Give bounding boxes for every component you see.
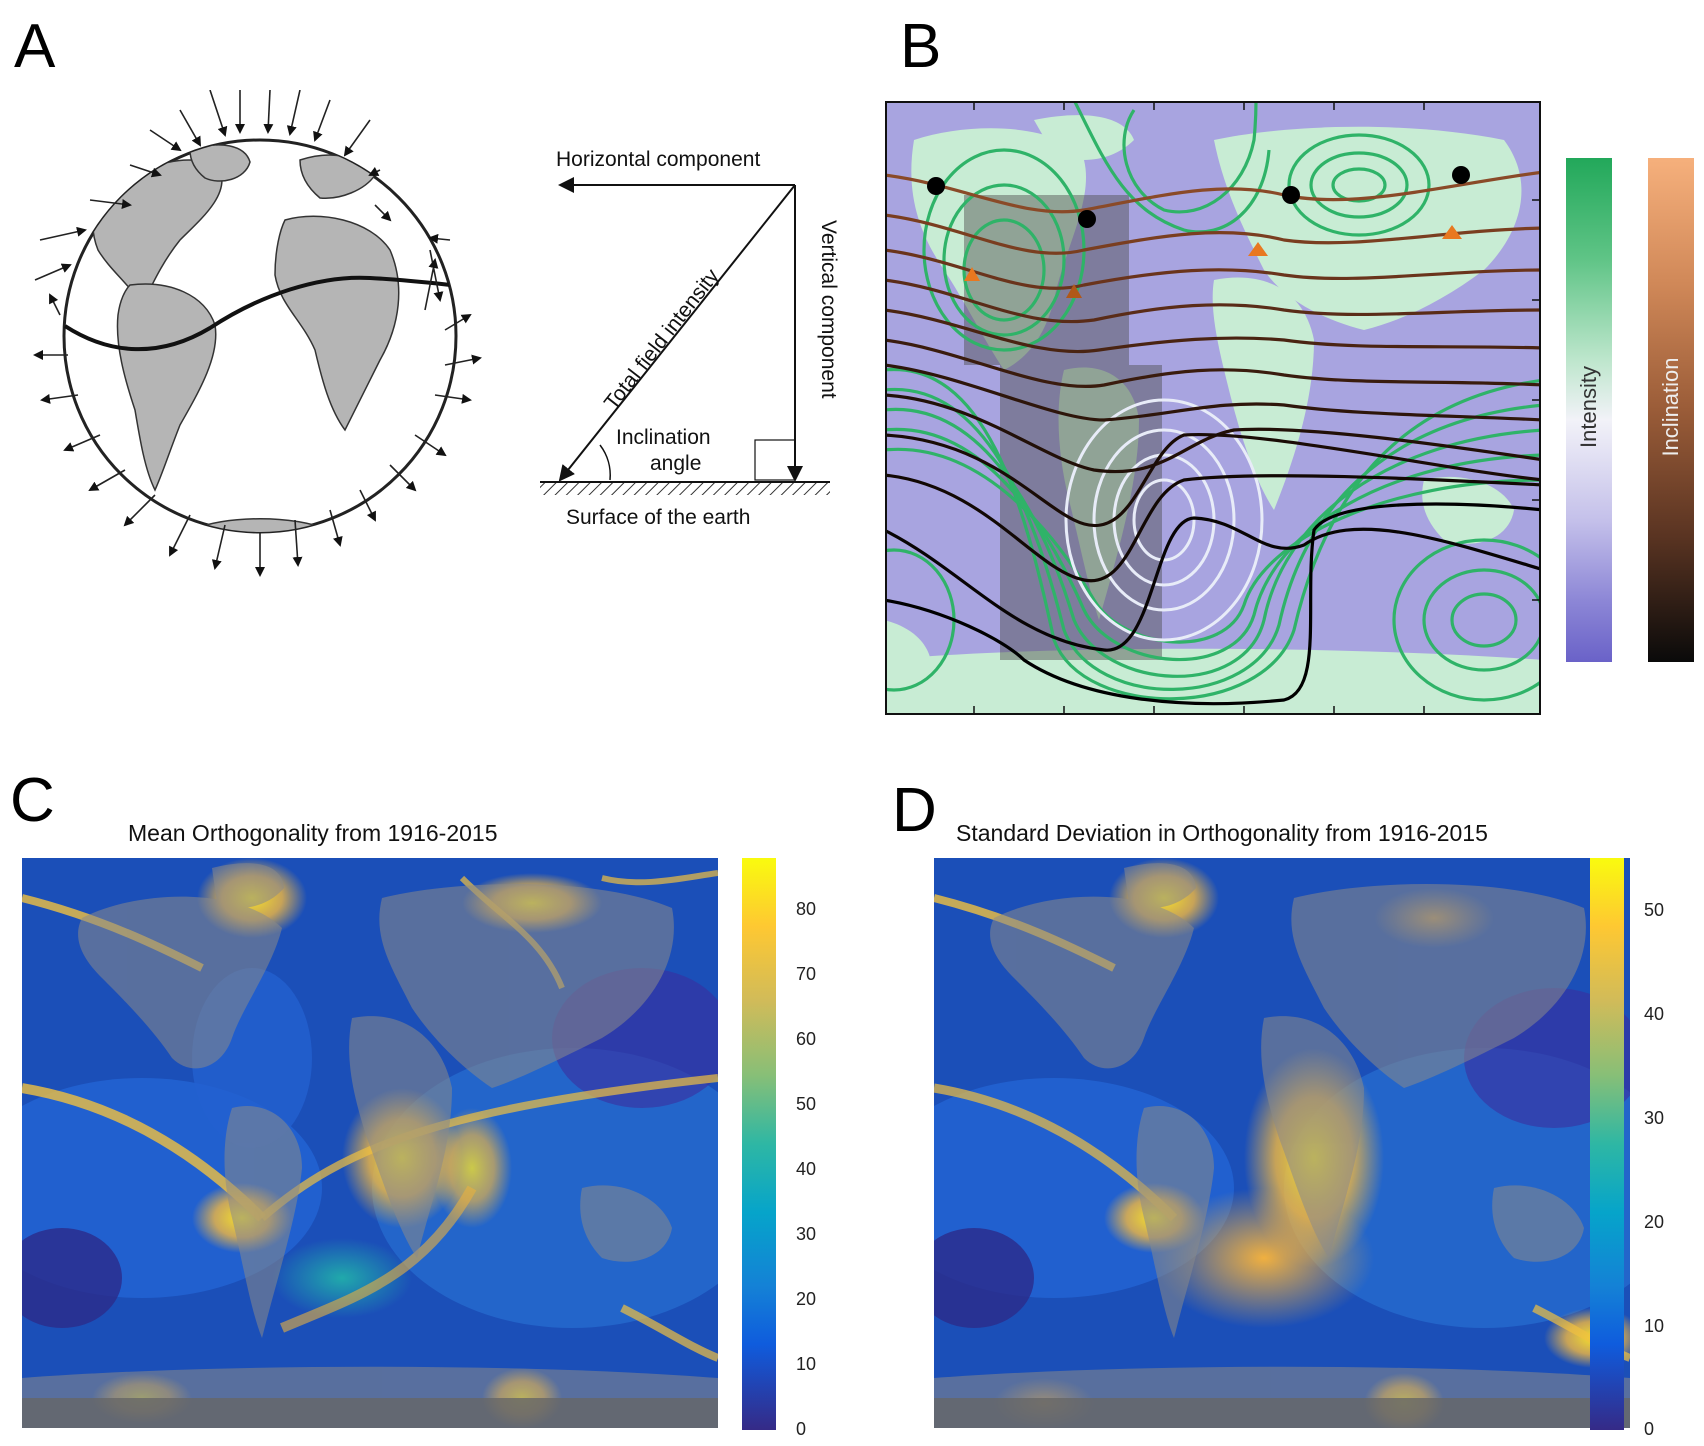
map-b-ticks <box>973 102 1540 714</box>
inclination-colorbar <box>1648 158 1694 662</box>
colorbar-c-tick: 40 <box>796 1159 817 1179</box>
colorbar-d-tick: 50 <box>1644 900 1665 920</box>
marker-circle <box>1282 186 1300 204</box>
marker-triangle <box>1066 284 1082 298</box>
surface-hatch <box>540 483 830 495</box>
marker-circle <box>1452 166 1470 184</box>
inclination-angle-label-1: Inclination <box>616 426 711 449</box>
field-contour-map <box>885 101 1541 715</box>
colorbar-c-tick: 60 <box>796 1029 817 1049</box>
panel-letter-c: C <box>10 766 55 835</box>
marker-triangle <box>964 267 980 281</box>
panel-letter-d: D <box>892 776 937 845</box>
horizontal-component-label: Horizontal component <box>556 148 761 171</box>
region-box-2 <box>1000 365 1162 660</box>
colorbar-c-tick: 0 <box>796 1419 807 1439</box>
colorbar-d-tick: 10 <box>1644 1316 1665 1336</box>
panel-letter-a: A <box>14 12 56 81</box>
globe-continents <box>64 144 456 532</box>
colorbar-d-tick: 40 <box>1644 1004 1665 1024</box>
intensity-colorbar-label: Intensity <box>1576 366 1601 448</box>
marker-circle <box>927 177 945 195</box>
map-b-frame <box>885 101 1541 715</box>
marker-triangle <box>1248 242 1268 256</box>
inclination-arc <box>599 444 611 481</box>
field-arrows <box>33 90 482 577</box>
inclination-angle-label-2: angle <box>650 452 702 475</box>
site-markers <box>927 166 1470 298</box>
heatmap-c <box>22 858 718 1428</box>
colorbar-d-tick: 30 <box>1644 1108 1665 1128</box>
heatmap-d <box>934 858 1630 1428</box>
panel-letter-b: B <box>900 12 942 81</box>
colorbar-c-tick: 50 <box>796 1094 817 1114</box>
continents-b <box>886 115 1540 714</box>
inclination-colorbar-label: Inclination <box>1658 357 1683 457</box>
colorbar-d-tick: 0 <box>1644 1419 1655 1439</box>
colorbar-d-tick: 20 <box>1644 1212 1665 1232</box>
colorbar-c-tick: 30 <box>796 1224 817 1244</box>
chart-d-title: Standard Deviation in Orthogonality from… <box>956 820 1488 846</box>
colorbar-c-tick: 10 <box>796 1354 817 1374</box>
vector-diagram <box>540 177 830 495</box>
colorbar-c <box>742 858 776 1430</box>
colorbar-c-tick: 70 <box>796 964 817 984</box>
right-angle-mark <box>754 439 796 481</box>
surface-label: Surface of the earth <box>566 506 751 529</box>
marker-circle <box>1078 210 1096 228</box>
inclination-contours <box>886 170 1540 706</box>
globe-field-diagram <box>33 90 482 577</box>
colorbar-c-tick: 20 <box>796 1289 817 1309</box>
colorbar-d <box>1590 858 1624 1430</box>
marker-triangle <box>1442 225 1462 239</box>
intensity-colorbar <box>1566 158 1612 662</box>
total-field-arrow <box>558 184 796 482</box>
chart-c-title: Mean Orthogonality from 1916-2015 <box>128 820 498 846</box>
colorbar-c-tick: 80 <box>796 899 817 919</box>
vertical-component-label: Vertical component <box>817 220 840 399</box>
